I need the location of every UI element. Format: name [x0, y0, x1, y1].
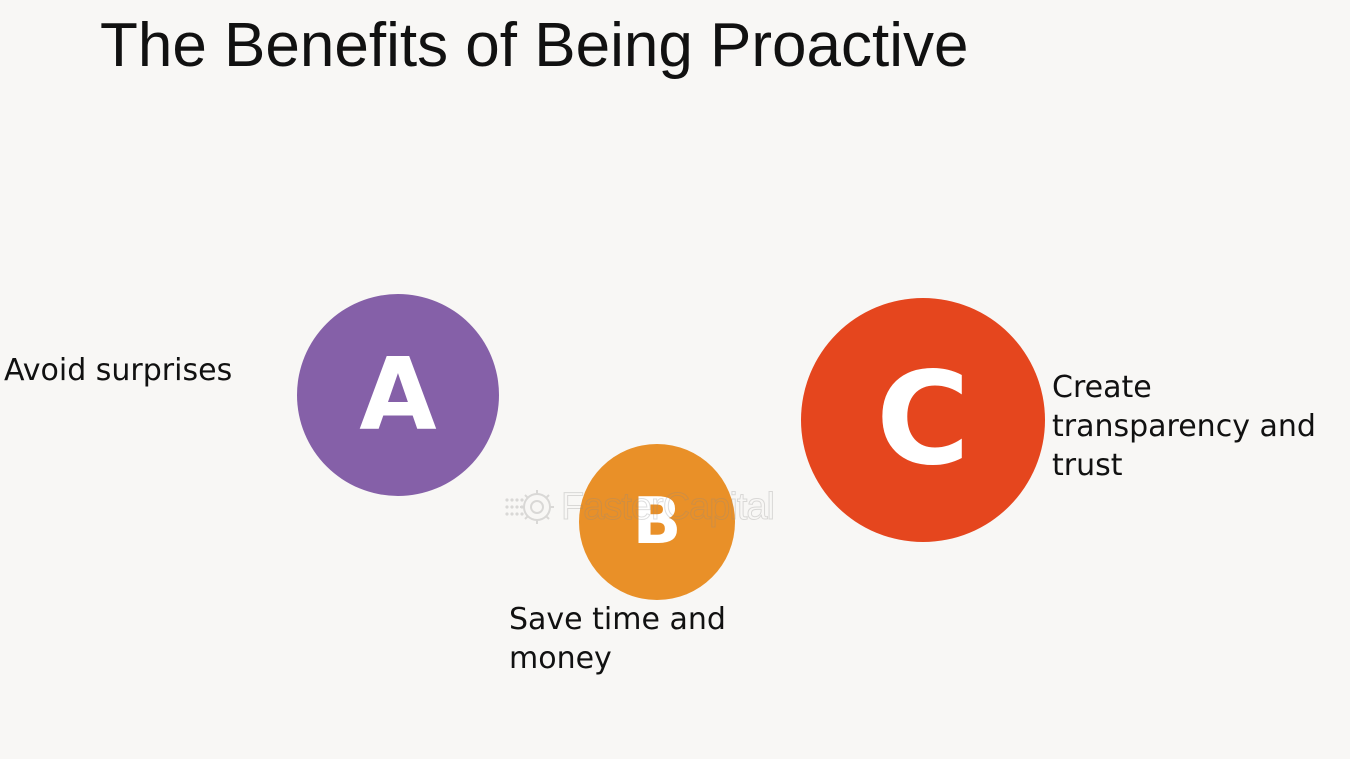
benefit-b-text: Save time and money: [509, 602, 726, 676]
benefit-a-letter: A: [359, 336, 437, 453]
benefit-a-circle: A: [297, 294, 499, 496]
slide-title: The Benefits of Being Proactive: [100, 11, 969, 80]
benefit-b-letter: B: [632, 485, 682, 559]
benefit-a-text: Avoid surprises: [4, 353, 233, 388]
benefit-c-letter: C: [876, 345, 970, 494]
benefit-b-circle: B: [579, 444, 735, 600]
benefit-c-text: Create transparency and trust: [1052, 370, 1316, 483]
gear-logo-icon: [505, 490, 554, 524]
benefit-c-circle: C: [801, 298, 1045, 542]
